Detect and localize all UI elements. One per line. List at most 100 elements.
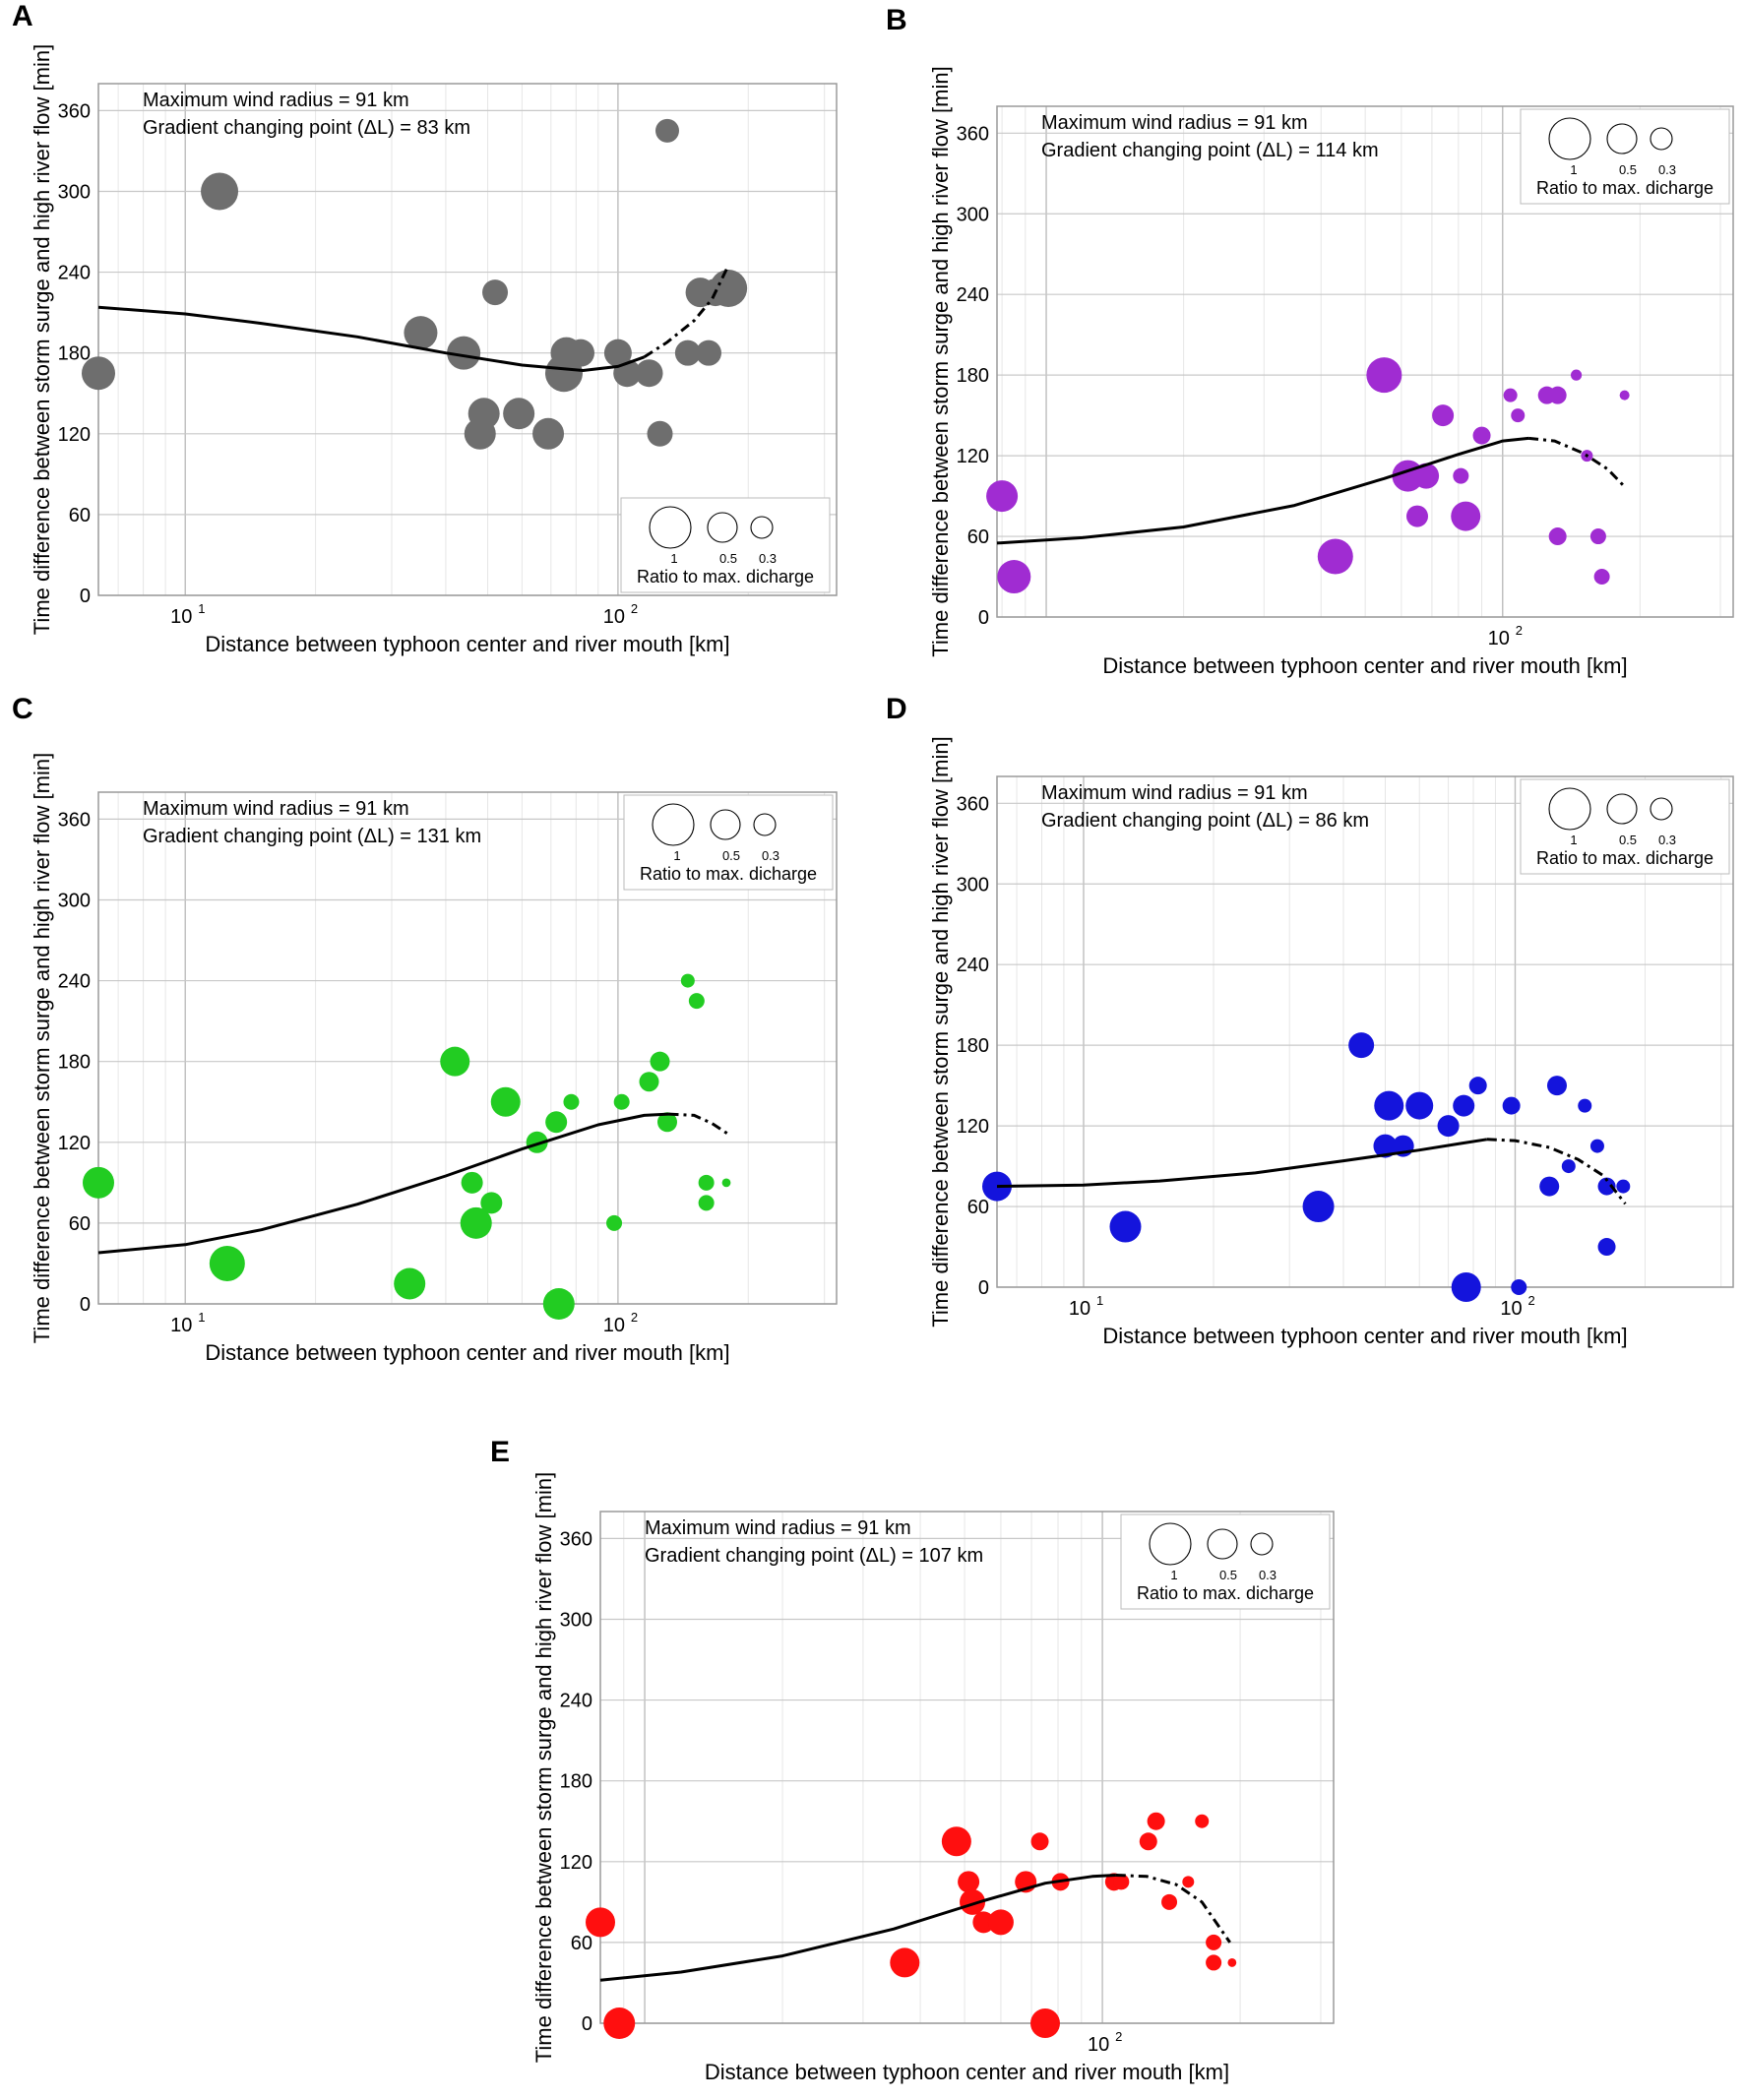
fit-curve-dashed: [668, 1112, 729, 1136]
data-point: [696, 340, 722, 366]
data-point: [82, 356, 115, 391]
legend-label: 0.5: [1619, 162, 1637, 177]
x-tick-exponent: 2: [631, 601, 638, 616]
data-point: [563, 1093, 580, 1110]
data-point: [987, 1909, 1014, 1936]
y-tick-label: 240: [957, 284, 989, 306]
plot-frame: [97, 791, 838, 1305]
legend-caption: Ratio to max. dicharge: [637, 567, 814, 587]
data-point: [1147, 1812, 1165, 1830]
grid: [997, 776, 1733, 1288]
legend-marker: [1650, 797, 1673, 821]
x-tick-exponent: 1: [198, 1310, 205, 1325]
y-tick-label: 0: [978, 1277, 989, 1299]
data-point: [1593, 569, 1610, 586]
x-tick-label: 10: [1069, 1298, 1090, 1320]
legend-caption: Ratio to max. dicharge: [640, 864, 817, 884]
data-point: [1546, 1076, 1567, 1096]
y-tick-label: 120: [560, 1852, 592, 1874]
data-point: [503, 398, 535, 430]
fit-curve-dashed: [1115, 1874, 1231, 1944]
data-point: [545, 1111, 568, 1134]
data-point: [997, 560, 1031, 594]
legend-marker: [1207, 1528, 1238, 1560]
x-tick-label: 10: [1488, 628, 1510, 649]
y-tick-label: 300: [58, 181, 91, 203]
y-tick-label: 300: [560, 1609, 592, 1631]
data-point: [1374, 1090, 1404, 1121]
y-tick-label: 240: [560, 1691, 592, 1712]
legend-label: 1: [673, 848, 680, 863]
fit-curve-dashed: [643, 265, 730, 359]
x-tick-exponent: 1: [198, 601, 205, 616]
annotation-text: Gradient changing point (ΔL) = 131 km: [143, 826, 481, 847]
y-axis-label: Time difference between storm surge and …: [928, 736, 953, 1327]
y-tick-label: 120: [58, 424, 91, 446]
annotation-text: Gradient changing point (ΔL) = 86 km: [1041, 810, 1369, 832]
data-point: [958, 1871, 980, 1893]
legend-marker: [652, 803, 695, 846]
legend-caption: Ratio to max. dicharge: [1536, 178, 1713, 198]
data-point: [1139, 1832, 1157, 1851]
x-tick-exponent: 2: [631, 1310, 638, 1325]
y-tick-label: 0: [582, 2013, 592, 2035]
data-point: [1589, 528, 1606, 545]
data-point: [1570, 369, 1583, 381]
x-tick-label: 10: [1088, 2034, 1109, 2056]
data-point: [1511, 408, 1526, 423]
data-points: [586, 1812, 1237, 2039]
legend-label: 0.5: [1619, 833, 1637, 847]
annotation-text: Maximum wind radius = 91 km: [1041, 782, 1308, 804]
data-point: [1619, 390, 1630, 401]
panel-letter: D: [886, 693, 907, 725]
data-point: [1206, 1934, 1222, 1950]
data-point: [698, 1195, 715, 1211]
data-point: [1597, 1177, 1616, 1196]
data-point: [1029, 2008, 1060, 2038]
x-tick-exponent: 1: [1096, 1293, 1103, 1308]
y-tick-label: 120: [957, 1116, 989, 1138]
legend-marker: [1606, 123, 1638, 154]
data-point: [613, 1093, 630, 1110]
data-point: [567, 339, 595, 367]
panel-letter: C: [12, 693, 33, 725]
data-point: [986, 480, 1019, 513]
data-point: [1227, 1958, 1237, 1967]
y-tick-label: 300: [957, 204, 989, 225]
y-tick-label: 0: [978, 607, 989, 629]
panel-e: E 0 60 120 180 240 300 360 10 2 Distance between t…: [490, 1436, 1335, 2084]
data-point: [606, 1214, 623, 1231]
x-tick-exponent: 2: [1115, 2029, 1122, 2044]
data-point: [461, 1171, 483, 1194]
data-point: [1195, 1814, 1210, 1828]
legend-caption: Ratio to max. dicharge: [1137, 1583, 1314, 1603]
y-tick-label: 180: [58, 1052, 91, 1074]
y-tick-label: 360: [957, 123, 989, 145]
y-tick-label: 180: [957, 365, 989, 387]
x-tick-label: 10: [603, 1315, 625, 1336]
panel-letter: E: [490, 1436, 510, 1468]
annotation-text: Maximum wind radius = 91 km: [143, 90, 409, 111]
data-point: [1348, 1032, 1375, 1059]
data-point: [650, 1051, 670, 1072]
legend-marker: [1606, 793, 1638, 825]
data-point: [480, 1192, 503, 1214]
data-point: [1578, 1098, 1592, 1113]
data-point: [1503, 388, 1518, 402]
data-point: [201, 172, 239, 211]
data-point: [1030, 1832, 1049, 1851]
data-point: [1548, 386, 1567, 404]
data-point: [960, 1888, 986, 1915]
panel-a: A 0 60 120 180 240 300 360 10 1 10 2 Distance betwee…: [12, 0, 838, 656]
x-tick-label: 10: [1500, 1298, 1522, 1320]
legend-label: 1: [1170, 1568, 1177, 1582]
x-axis-label: Distance between typhoon center and rive…: [205, 632, 729, 656]
plot-frame: [599, 1511, 1335, 2024]
legend-marker: [649, 506, 692, 549]
data-point: [586, 1907, 615, 1938]
data-point: [447, 336, 481, 370]
data-point: [1432, 404, 1455, 427]
data-point: [1453, 1094, 1475, 1117]
